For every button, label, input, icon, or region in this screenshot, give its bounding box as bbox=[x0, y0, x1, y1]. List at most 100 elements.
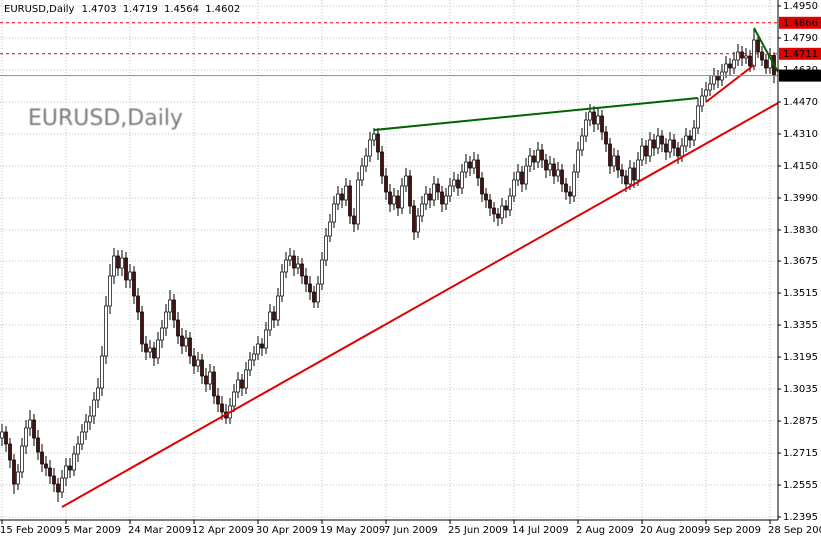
candle-body bbox=[316, 283, 320, 303]
candle-body bbox=[612, 155, 616, 167]
candle-body bbox=[680, 145, 684, 157]
level-label-box bbox=[779, 47, 821, 60]
candle-body bbox=[360, 165, 364, 181]
candle-body bbox=[112, 255, 116, 277]
candle-body bbox=[728, 63, 732, 69]
candle-body bbox=[104, 305, 108, 357]
candle-body bbox=[752, 39, 756, 67]
x-tick-label: 19 May 2009 bbox=[320, 525, 385, 536]
level-label: 1.4866 bbox=[783, 18, 818, 29]
high: 1.4719 bbox=[123, 4, 158, 15]
x-tick-label: 14 Jul 2009 bbox=[512, 525, 569, 536]
candle-body bbox=[128, 271, 132, 281]
candle-body bbox=[84, 421, 88, 433]
candle-body bbox=[596, 115, 600, 125]
candle-body bbox=[20, 445, 24, 473]
bid-label: 1.4602 bbox=[783, 71, 818, 82]
candle-body bbox=[520, 171, 524, 185]
candle-body bbox=[616, 155, 620, 171]
candle-body bbox=[240, 379, 244, 389]
candle-body bbox=[272, 311, 276, 321]
candle-body bbox=[432, 183, 436, 201]
candle-body bbox=[736, 51, 740, 61]
grid bbox=[0, 0, 778, 520]
candle-body bbox=[396, 195, 400, 209]
y-tick-label: 1.4150 bbox=[783, 161, 818, 172]
watermark: EURUSD,Daily bbox=[28, 106, 183, 131]
candle-body bbox=[668, 139, 672, 153]
candle-body bbox=[364, 155, 368, 167]
y-tick-label: 1.2395 bbox=[783, 512, 818, 523]
trendline bbox=[705, 64, 755, 103]
y-tick-label: 1.4950 bbox=[783, 1, 818, 12]
candle-body bbox=[568, 191, 572, 197]
x-tick-label: 30 Apr 2009 bbox=[256, 525, 318, 536]
candle-body bbox=[264, 329, 268, 349]
candle-body bbox=[576, 149, 580, 173]
x-tick-label: 2 Aug 2009 bbox=[576, 525, 634, 536]
candle-body bbox=[300, 263, 304, 277]
candle-body bbox=[8, 443, 12, 461]
candle-body bbox=[392, 195, 396, 205]
candle-body bbox=[664, 143, 668, 153]
candle-body bbox=[340, 193, 344, 201]
candle-body bbox=[468, 161, 472, 169]
candle-body bbox=[324, 235, 328, 261]
candle-body bbox=[328, 221, 332, 237]
candle-body bbox=[312, 291, 316, 303]
candle-body bbox=[296, 263, 300, 269]
y-tick-label: 1.3195 bbox=[783, 352, 818, 363]
candle-body bbox=[160, 327, 164, 341]
candle-body bbox=[196, 359, 200, 367]
candle-body bbox=[132, 271, 136, 297]
candle-body bbox=[448, 185, 452, 197]
candle-body bbox=[60, 477, 64, 493]
close: 1.4602 bbox=[205, 4, 240, 15]
low: 1.4564 bbox=[164, 4, 199, 15]
bid-label-box bbox=[779, 69, 821, 82]
x-tick-label: 9 Sep 2009 bbox=[704, 525, 761, 536]
trendline bbox=[753, 27, 779, 73]
candle-body bbox=[336, 193, 340, 205]
candle-body bbox=[252, 353, 256, 361]
candle-body bbox=[352, 215, 356, 225]
candle-body bbox=[348, 185, 352, 217]
candle-body bbox=[136, 295, 140, 313]
candle-body bbox=[548, 163, 552, 171]
candle-body bbox=[12, 459, 16, 485]
candle-body bbox=[704, 89, 708, 97]
candle-body bbox=[304, 275, 308, 285]
candle-body bbox=[740, 51, 744, 59]
x-tick-label: 15 Feb 2009 bbox=[0, 525, 62, 536]
candle-body bbox=[120, 257, 124, 269]
y-tick-label: 1.3675 bbox=[783, 256, 818, 267]
candle-body bbox=[168, 299, 172, 313]
candle-body bbox=[452, 179, 456, 187]
candle-body bbox=[580, 135, 584, 151]
candle-body bbox=[176, 319, 180, 337]
candle-body bbox=[24, 427, 28, 447]
y-tick-label: 1.4470 bbox=[783, 97, 818, 108]
candle-body bbox=[376, 133, 380, 153]
candle-body bbox=[56, 483, 60, 493]
candle-body bbox=[292, 255, 296, 269]
candle-body bbox=[44, 463, 48, 469]
candle-body bbox=[732, 59, 736, 69]
x-tick-label: 25 Jun 2009 bbox=[448, 525, 508, 536]
candle-body bbox=[356, 179, 360, 225]
candle-body bbox=[632, 167, 636, 181]
candle-body bbox=[700, 95, 704, 107]
candle-body bbox=[268, 311, 272, 331]
candle-body bbox=[552, 163, 556, 177]
x-tick-label: 24 Mar 2009 bbox=[128, 525, 191, 536]
candle-body bbox=[460, 171, 464, 189]
candle-body bbox=[384, 175, 388, 193]
candle-body bbox=[604, 131, 608, 145]
candle-body bbox=[220, 403, 224, 413]
level-label-box bbox=[779, 16, 821, 29]
candle-body bbox=[244, 369, 248, 389]
candle-body bbox=[656, 135, 660, 149]
open: 1.4703 bbox=[82, 4, 117, 15]
trendline bbox=[373, 97, 699, 131]
candle-body bbox=[488, 199, 492, 209]
